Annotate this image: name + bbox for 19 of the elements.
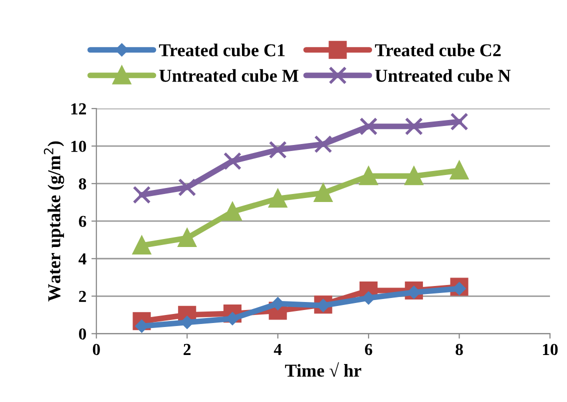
x-axis-title: Time √ hr — [285, 362, 362, 377]
y-tick-label: 12 — [71, 103, 86, 114]
x-tick-label: 4 — [274, 344, 282, 355]
x-tick-label: 6 — [364, 344, 372, 356]
legend-label: Untreated cube M — [159, 69, 298, 82]
legend-label: Treated cube C1 — [159, 44, 285, 56]
x-tick-label: 8 — [456, 344, 463, 356]
x-tick-label: 10 — [542, 344, 558, 356]
legend-label: Untreated cube N — [375, 69, 511, 82]
x-tick-label: 2 — [184, 344, 191, 355]
legend-label: Treated cube C2 — [375, 44, 501, 56]
y-tick-label: 0 — [78, 328, 86, 340]
y-tick-label: 2 — [79, 290, 86, 302]
y-axis-title: Water uptake (g/m$^{2}$) — [44, 141, 64, 302]
y-tick-label: 6 — [78, 216, 86, 228]
y-tick-label: 8 — [78, 178, 86, 190]
y-tick-label: 10 — [71, 140, 86, 152]
x-tick-label: 0 — [92, 344, 100, 356]
y-tick-label: 4 — [78, 253, 86, 264]
